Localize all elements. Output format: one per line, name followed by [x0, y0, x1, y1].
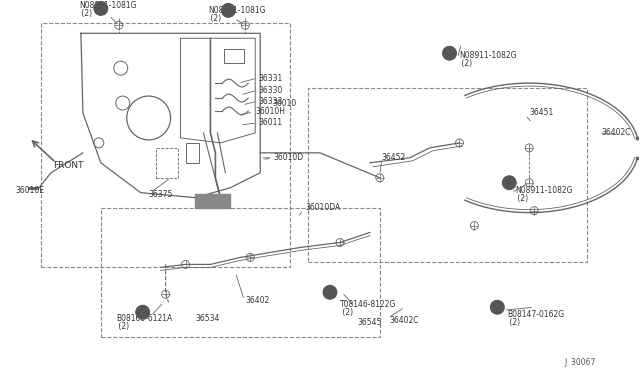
Circle shape [94, 1, 108, 15]
Text: N08911-1081G: N08911-1081G [209, 6, 266, 15]
Bar [101, 208, 380, 337]
Bar [225, 49, 244, 63]
Text: 36331: 36331 [258, 74, 282, 83]
Text: (2): (2) [340, 308, 353, 317]
Text: 36402C: 36402C [601, 128, 630, 137]
Text: T: T [327, 288, 333, 297]
Text: N: N [506, 178, 513, 187]
Text: (2): (2) [515, 194, 529, 203]
Text: B08168-6121A: B08168-6121A [116, 314, 172, 323]
Text: (2): (2) [209, 14, 221, 23]
Text: 36010H: 36010H [255, 108, 285, 116]
Text: 36545: 36545 [358, 318, 382, 327]
Text: 36402: 36402 [245, 296, 269, 305]
Text: (2): (2) [79, 9, 92, 18]
Text: (2): (2) [460, 59, 472, 68]
Text: N08911-1082G: N08911-1082G [460, 51, 517, 60]
Text: 36333: 36333 [258, 97, 283, 106]
Text: N08911-1082G: N08911-1082G [515, 186, 573, 195]
Text: 36402C: 36402C [390, 316, 419, 325]
Circle shape [502, 176, 516, 190]
Circle shape [490, 300, 504, 314]
Circle shape [442, 46, 456, 60]
Text: N: N [446, 49, 452, 58]
Bar [41, 23, 290, 267]
Text: N: N [97, 4, 104, 13]
Text: J  30067: J 30067 [564, 357, 595, 366]
Text: 36010: 36010 [272, 99, 296, 108]
Text: B: B [495, 303, 500, 312]
Text: N08911-1081G: N08911-1081G [79, 1, 136, 10]
Bar [186, 143, 200, 163]
Text: 36011: 36011 [258, 118, 282, 128]
Circle shape [136, 305, 150, 319]
Text: 36010D: 36010D [273, 153, 303, 162]
Text: 36010E: 36010E [15, 186, 44, 195]
Circle shape [323, 285, 337, 299]
Text: B08147-0162G: B08147-0162G [508, 310, 564, 319]
Text: 36452: 36452 [382, 153, 406, 162]
Text: 36375: 36375 [148, 190, 173, 199]
Text: B: B [140, 308, 145, 317]
Bar [156, 148, 177, 178]
Bar [195, 194, 230, 208]
Text: (2): (2) [116, 322, 129, 331]
Text: 36010DA: 36010DA [305, 203, 340, 212]
Text: N: N [225, 6, 232, 15]
Text: 36451: 36451 [529, 109, 554, 118]
Text: FRONT: FRONT [53, 161, 84, 170]
Text: 36330: 36330 [258, 86, 283, 94]
Text: (2): (2) [508, 318, 520, 327]
Bar [308, 88, 587, 262]
Circle shape [221, 3, 236, 17]
Text: 36534: 36534 [195, 314, 220, 323]
Text: T08146-8122G: T08146-8122G [340, 300, 396, 309]
